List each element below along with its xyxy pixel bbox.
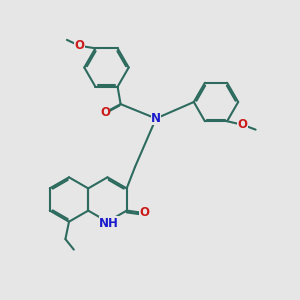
Text: NH: NH: [99, 217, 119, 230]
Text: O: O: [238, 118, 248, 131]
Text: O: O: [100, 106, 110, 119]
Text: O: O: [139, 206, 149, 220]
Text: O: O: [75, 39, 85, 52]
Text: N: N: [151, 112, 161, 125]
